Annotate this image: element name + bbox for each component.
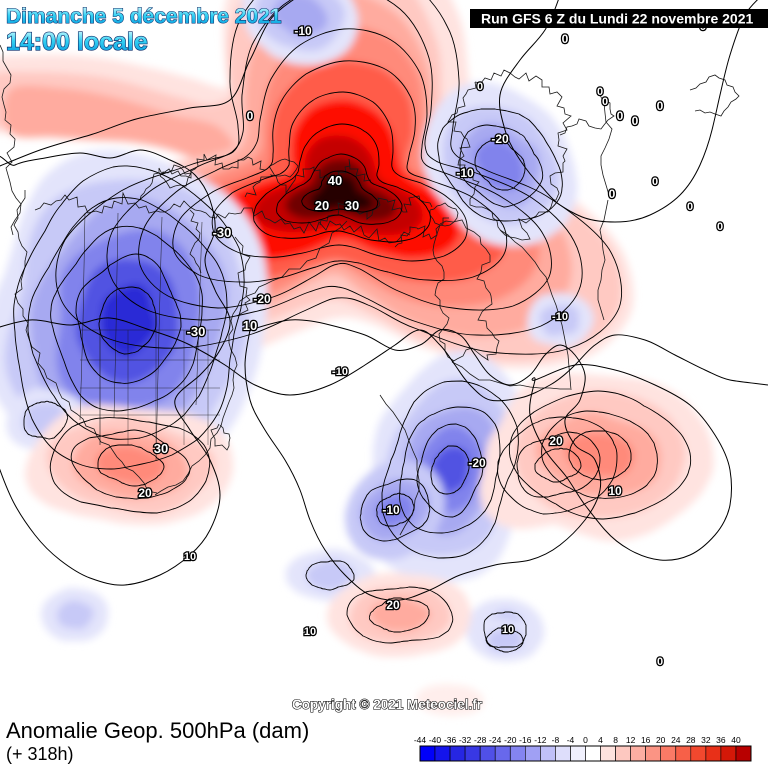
svg-text:8: 8 (613, 735, 618, 745)
svg-text:0: 0 (652, 176, 658, 188)
svg-text:20: 20 (315, 198, 329, 213)
svg-text:-10: -10 (294, 24, 312, 38)
svg-text:-10: -10 (382, 503, 400, 517)
svg-text:0: 0 (609, 187, 616, 201)
svg-text:4: 4 (598, 735, 603, 745)
svg-text:-30: -30 (187, 324, 206, 339)
svg-text:Copyright © 2021 Meteociel.fr: Copyright © 2021 Meteociel.fr (292, 697, 483, 712)
svg-text:-44: -44 (414, 735, 427, 745)
svg-text:-30: -30 (213, 225, 232, 240)
svg-text:0: 0 (657, 99, 664, 113)
svg-text:0: 0 (247, 109, 254, 123)
svg-text:40: 40 (328, 173, 342, 188)
svg-text:-20: -20 (504, 735, 517, 745)
svg-text:20: 20 (386, 598, 400, 612)
svg-text:12: 12 (626, 735, 636, 745)
svg-text:10: 10 (243, 318, 257, 333)
svg-text:32: 32 (701, 735, 711, 745)
svg-text:Anomalie Geop. 500hPa (dam): Anomalie Geop. 500hPa (dam) (6, 718, 309, 743)
svg-text:(+ 318h): (+ 318h) (6, 744, 74, 764)
svg-text:20: 20 (138, 486, 152, 500)
svg-text:0: 0 (477, 81, 483, 93)
svg-text:28: 28 (686, 735, 696, 745)
svg-text:14:00 locale: 14:00 locale (6, 28, 148, 56)
svg-text:-28: -28 (474, 735, 487, 745)
svg-text:-20: -20 (253, 292, 271, 306)
svg-text:-4: -4 (567, 735, 575, 745)
svg-text:0: 0 (562, 32, 569, 46)
svg-text:10: 10 (304, 626, 316, 638)
svg-text:20: 20 (656, 735, 666, 745)
svg-text:20: 20 (549, 434, 563, 448)
svg-text:30: 30 (345, 198, 359, 213)
svg-text:0: 0 (602, 96, 608, 108)
svg-text:10: 10 (502, 624, 514, 636)
svg-text:30: 30 (154, 441, 168, 456)
svg-text:-8: -8 (552, 735, 560, 745)
svg-text:0: 0 (687, 201, 693, 213)
svg-text:24: 24 (671, 735, 681, 745)
svg-text:-20: -20 (468, 456, 486, 470)
svg-text:-16: -16 (519, 735, 532, 745)
svg-text:36: 36 (716, 735, 726, 745)
svg-text:-32: -32 (459, 735, 472, 745)
svg-text:-20: -20 (491, 132, 509, 146)
svg-text:-24: -24 (489, 735, 502, 745)
svg-text:Run GFS 6 Z du Lundi 22 novemb: Run GFS 6 Z du Lundi 22 novembre 2021 (481, 11, 753, 27)
svg-text:0: 0 (717, 221, 723, 233)
svg-text:0: 0 (583, 735, 588, 745)
svg-text:-10: -10 (456, 166, 474, 180)
svg-text:10: 10 (184, 551, 196, 563)
svg-text:40: 40 (731, 735, 741, 745)
svg-text:-10: -10 (332, 366, 348, 378)
svg-text:0: 0 (632, 114, 639, 128)
svg-text:0: 0 (617, 109, 624, 123)
svg-text:0: 0 (657, 656, 663, 668)
svg-text:Dimanche 5 décembre 2021: Dimanche 5 décembre 2021 (6, 5, 282, 28)
svg-text:-36: -36 (444, 735, 457, 745)
svg-text:-12: -12 (534, 735, 547, 745)
svg-text:-40: -40 (429, 735, 442, 745)
svg-text:10: 10 (608, 484, 622, 498)
svg-text:16: 16 (641, 735, 651, 745)
svg-text:-10: -10 (552, 311, 568, 323)
